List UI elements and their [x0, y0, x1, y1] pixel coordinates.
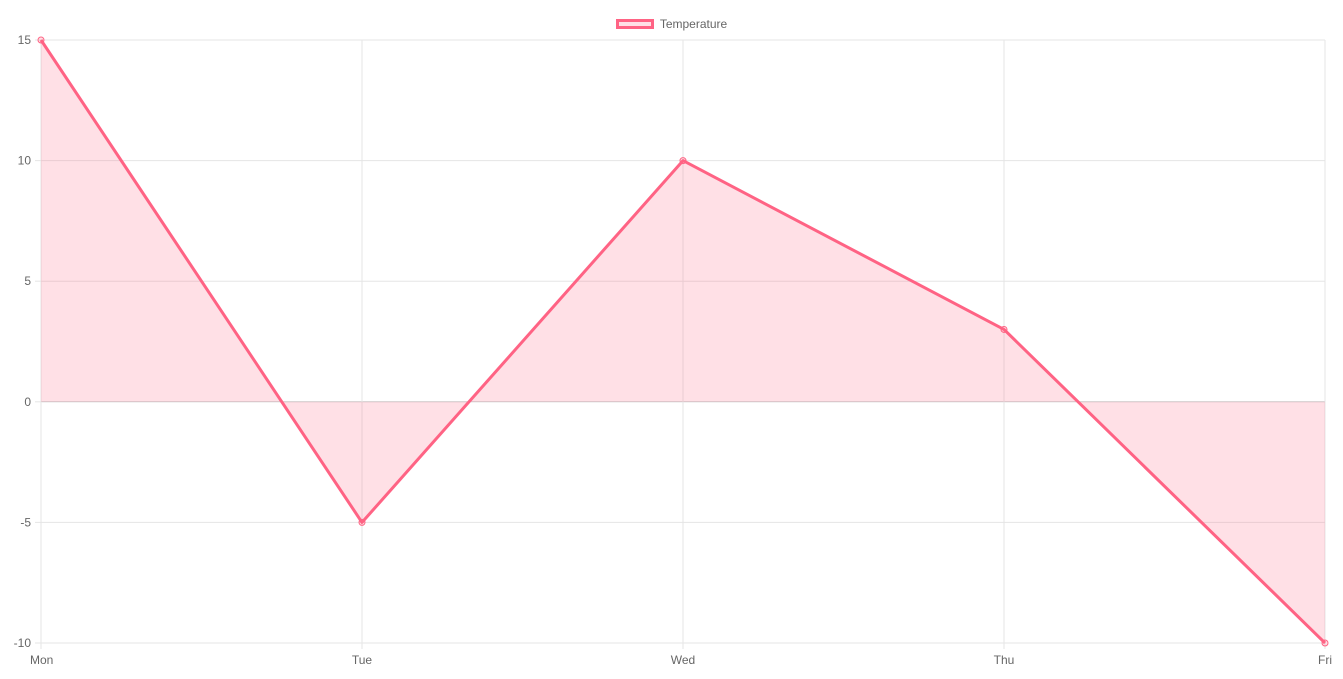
series-area-temperature [41, 40, 1325, 643]
legend[interactable]: Temperature [0, 14, 1343, 34]
y-tick-label: 0 [24, 395, 31, 409]
data-point [358, 518, 366, 526]
data-point [37, 36, 45, 44]
y-tick-label: -5 [20, 515, 31, 529]
x-tick-label: Tue [352, 653, 373, 667]
y-tick-label: 10 [18, 154, 32, 168]
y-tick-label: 15 [18, 33, 32, 47]
x-tick-label: Thu [994, 653, 1015, 667]
legend-label-temperature: Temperature [659, 17, 728, 31]
y-tick-label: 5 [24, 274, 31, 288]
legend-swatch-temperature [615, 19, 654, 29]
x-tick-label: Wed [671, 653, 695, 667]
x-tick-label: Fri [1318, 653, 1332, 667]
data-point [679, 157, 687, 165]
x-tick-label: Mon [30, 653, 53, 667]
data-point [1000, 325, 1008, 333]
series-line-temperature [39, 39, 1327, 645]
data-point [1321, 639, 1329, 647]
y-tick-label: -10 [14, 636, 32, 650]
